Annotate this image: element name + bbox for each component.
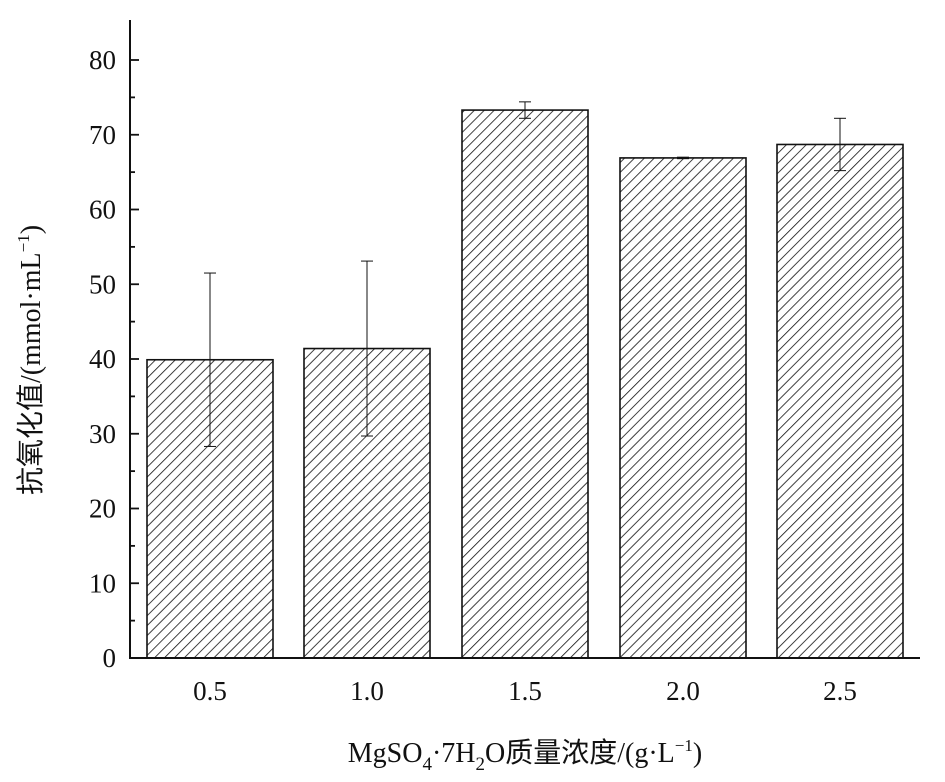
error-bars-group [204, 101, 846, 447]
x-tick-label: 1.5 [508, 676, 542, 706]
error-bar [677, 156, 689, 160]
y-tick-label: 70 [89, 120, 116, 150]
y-title-base: 抗氧化值/(mmol·mL [15, 252, 47, 495]
y-tick-label: 0 [103, 643, 117, 673]
bar [776, 143, 904, 659]
x-title-sub1: 4 [422, 754, 432, 775]
x-title-end: ) [693, 738, 702, 769]
x-title-middle: ·7H [432, 738, 476, 769]
x-tick-label: 1.0 [350, 676, 384, 706]
error-bar [361, 260, 373, 437]
y-axis-title: 抗氧化值/(mmol·mL−1) [14, 225, 47, 495]
x-tick-label: 2.0 [666, 676, 700, 706]
x-ticks-group: 0.5 1.0 1.5 2.0 2.5 [193, 676, 857, 706]
x-title-base: MgSO [348, 738, 423, 769]
x-axis-title: MgSO4·7H2O质量浓度/(g·L−1) [348, 736, 702, 775]
x-tick-label: 2.5 [823, 676, 857, 706]
y-tick-label: 50 [89, 269, 116, 299]
error-bar [204, 272, 216, 447]
y-tick-label: 30 [89, 419, 116, 449]
y-tick-label: 80 [89, 45, 116, 75]
x-title-tail: O质量浓度/(g·L [485, 737, 675, 769]
y-tick-label: 20 [89, 494, 116, 524]
error-bar [519, 101, 531, 119]
y-title-end: ) [16, 225, 47, 234]
bar [619, 157, 747, 659]
y-tick-label: 40 [89, 344, 116, 374]
y-tick-label: 60 [89, 195, 116, 225]
x-title-sub2: 2 [476, 754, 486, 775]
x-title-sup: −1 [675, 736, 693, 755]
y-title-sup: −1 [14, 234, 33, 252]
x-tick-label: 0.5 [193, 676, 227, 706]
bars-group [146, 109, 904, 659]
bar [461, 109, 589, 659]
y-ticks-group: 0 10 20 30 40 50 60 70 80 [89, 45, 139, 673]
y-tick-label: 10 [89, 568, 116, 598]
error-bar [834, 117, 846, 172]
